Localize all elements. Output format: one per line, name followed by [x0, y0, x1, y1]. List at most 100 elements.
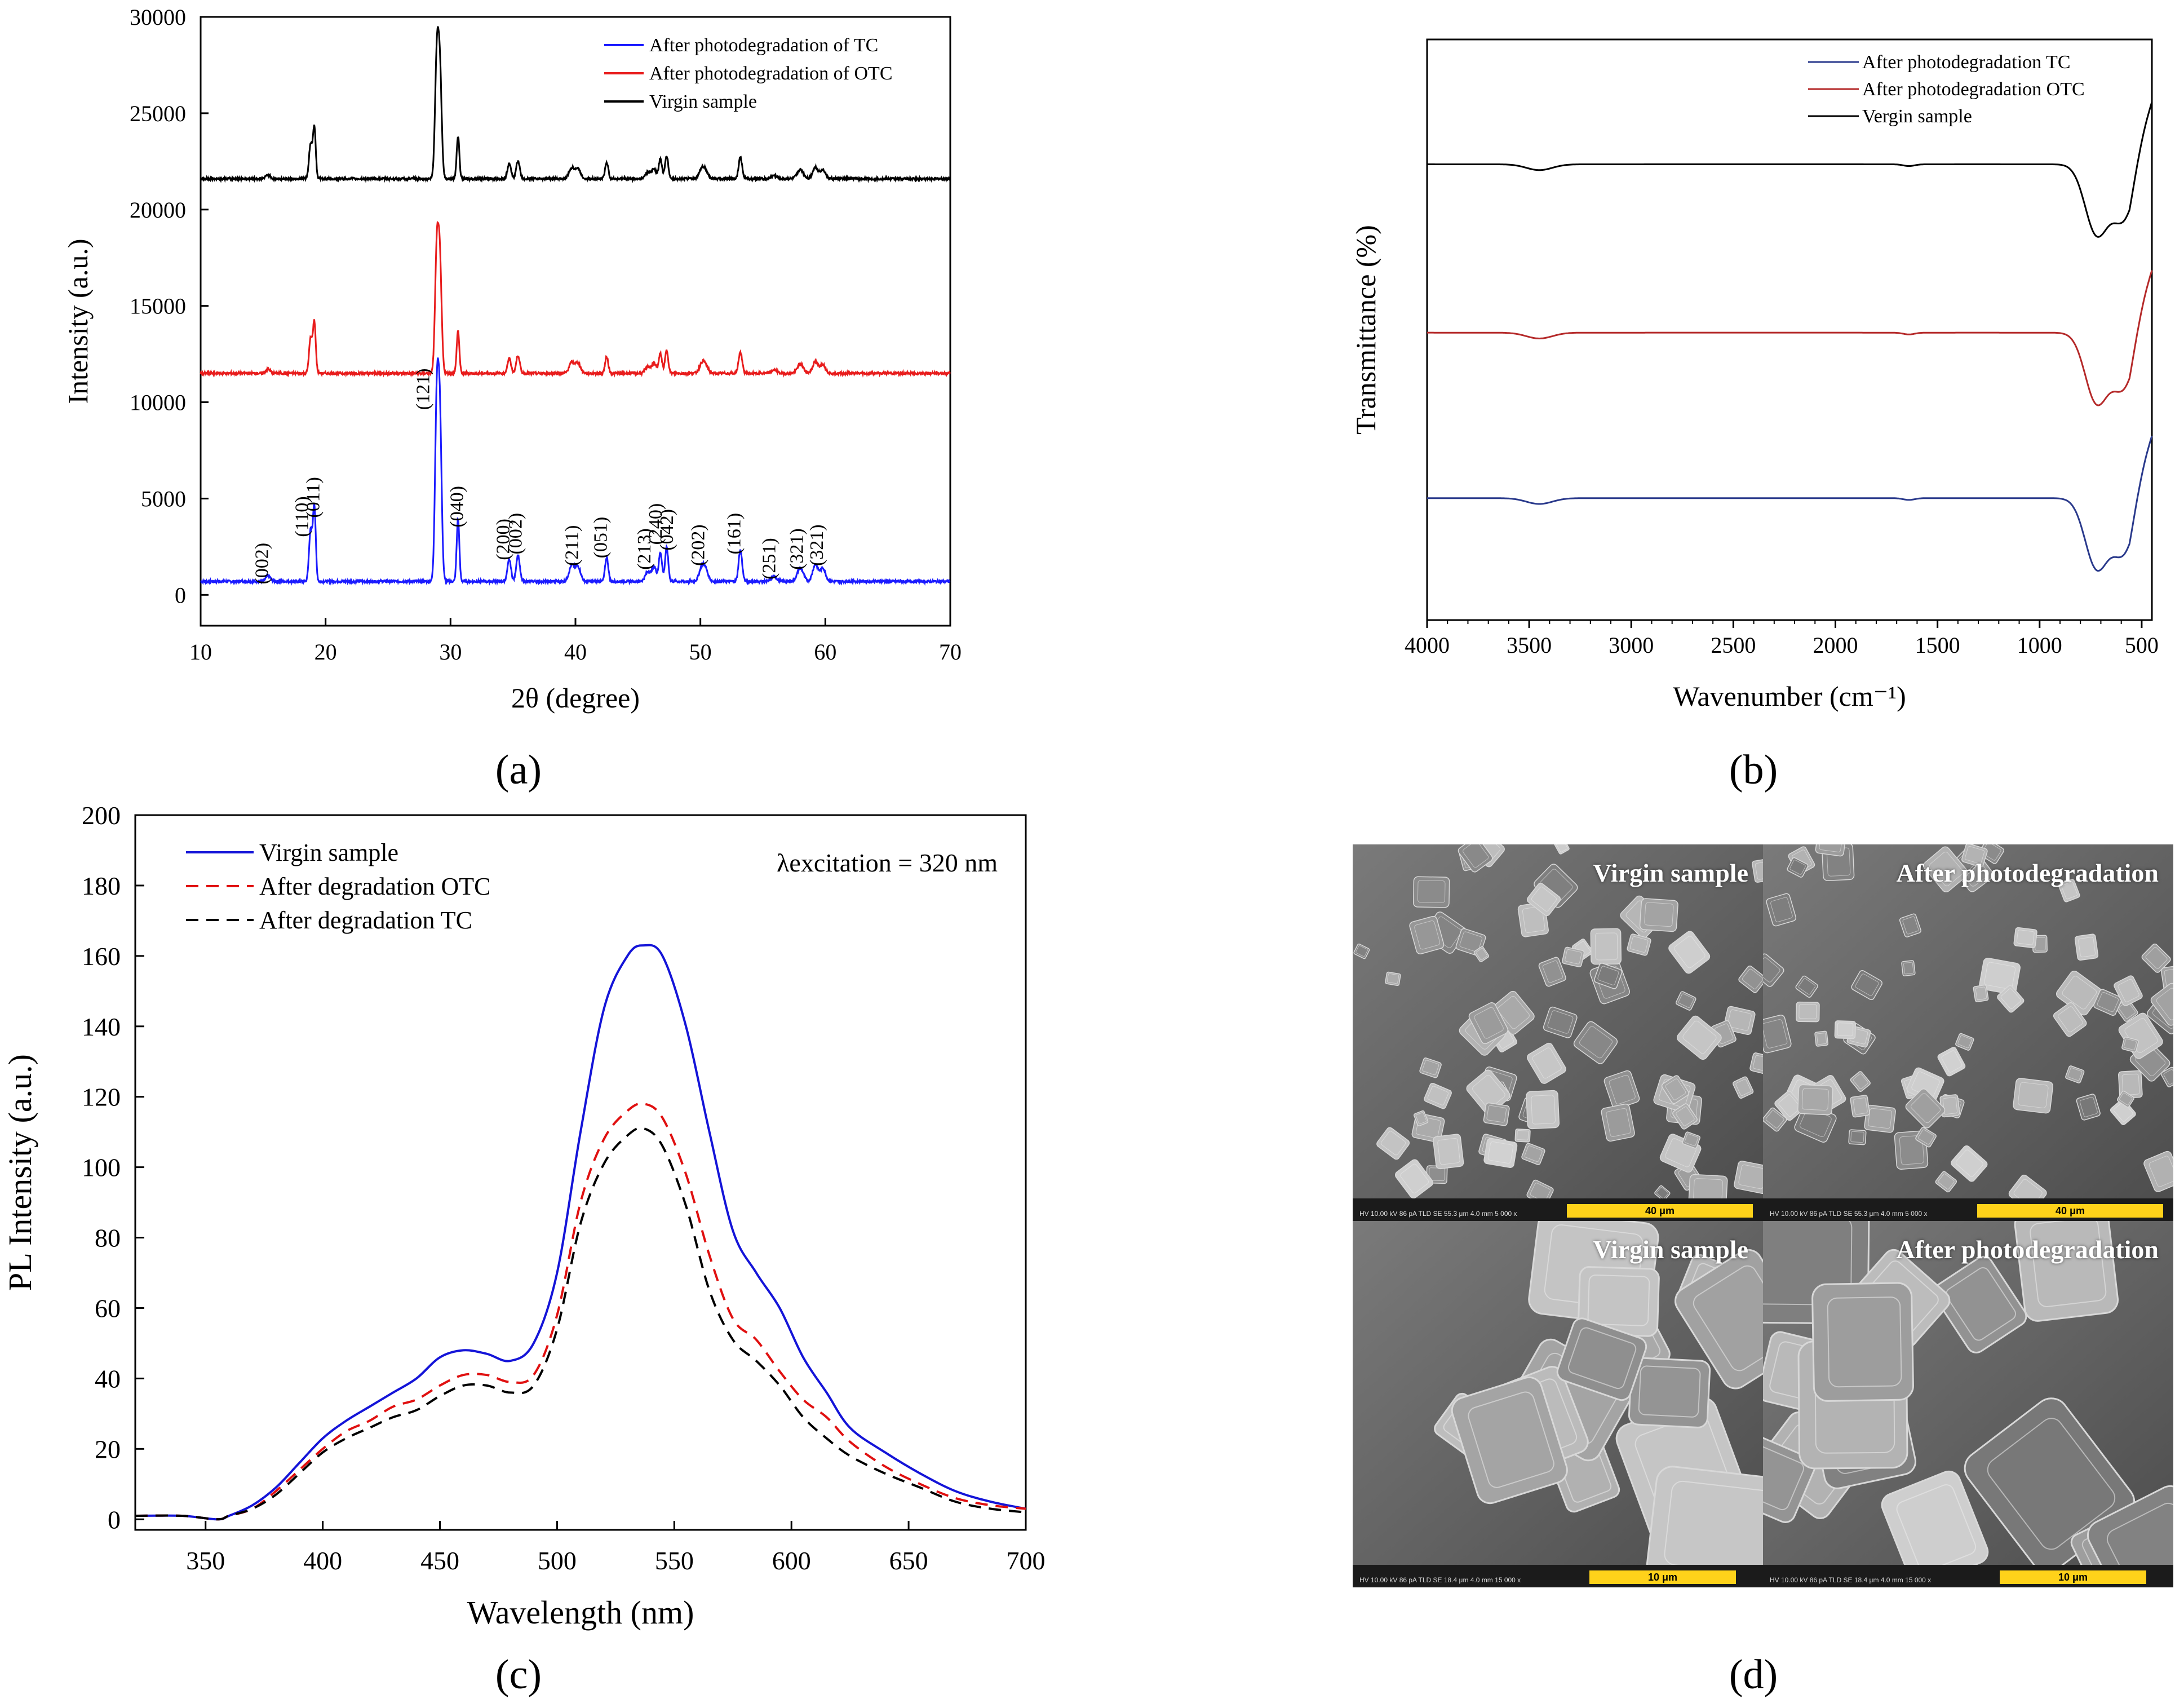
crystal — [1654, 1185, 1671, 1201]
series-line — [200, 26, 951, 184]
crystal-edge — [2058, 1006, 2083, 1033]
crystal-edge — [1472, 1074, 1505, 1109]
x-tick-label: 30 — [439, 639, 462, 665]
crystal-edge — [1682, 1020, 1717, 1054]
crystal-face — [1834, 1020, 1856, 1039]
crystal-edge — [1855, 974, 1879, 996]
crystal — [1682, 1131, 1700, 1149]
crystal-edge — [1516, 1130, 1529, 1140]
crystal-face — [1951, 1145, 1988, 1182]
legend-entry: After photodegradation TC — [1862, 52, 2071, 73]
crystal-edge — [1530, 1183, 1551, 1202]
crystal-edge — [2163, 1069, 2173, 1085]
crystal — [1774, 1091, 1804, 1121]
crystal — [1763, 953, 1784, 987]
crystal-edge — [1789, 860, 1806, 875]
peak-label: (011) — [303, 477, 324, 517]
x-tick-label: 2500 — [1711, 632, 1756, 658]
crystal-edge — [1674, 936, 1706, 968]
x-tick-label: 450 — [420, 1546, 459, 1575]
crystal-edge — [1356, 945, 1368, 957]
crystal-edge — [2000, 988, 2021, 1009]
crystal-edge — [1386, 973, 1399, 984]
crystal-edge — [1853, 1073, 1868, 1090]
series-line — [135, 944, 1026, 1521]
crystal-edge — [1850, 1131, 1864, 1143]
crystal-face — [2160, 965, 2173, 992]
crystal-edge — [1763, 957, 1780, 983]
peak-label: (040) — [447, 486, 468, 528]
crystal — [1850, 1071, 1871, 1092]
crystal — [2093, 989, 2123, 1016]
x-tick-label: 1500 — [1915, 632, 1960, 658]
peak-label: (202) — [688, 524, 708, 566]
crystal — [2115, 998, 2138, 1022]
crystal-edge — [1911, 1093, 1941, 1123]
peak-label: (251) — [759, 538, 780, 579]
crystal-edge — [2062, 976, 2097, 1010]
crystal-edge — [2145, 946, 2168, 969]
crystal-edge — [1468, 1391, 1554, 1488]
x-tick-label: 20 — [314, 639, 337, 665]
crystal-edge — [1902, 916, 1919, 935]
crystal-edge — [1644, 902, 1674, 927]
crystal-edge — [1542, 960, 1563, 983]
x-tick-label: 350 — [186, 1546, 225, 1575]
crystal — [1433, 1134, 1464, 1170]
crystal-edge — [1380, 1131, 1406, 1156]
crystal — [2160, 1067, 2173, 1087]
crystal-edge — [1597, 966, 1619, 985]
crystal-face — [1394, 1159, 1433, 1199]
crystal — [1848, 1129, 1867, 1145]
crystal — [1850, 1095, 1870, 1118]
crystal — [1394, 1159, 1433, 1199]
crystal-face — [1763, 953, 1784, 987]
crystal-face — [1935, 1171, 1957, 1193]
crystal — [1521, 1143, 1545, 1165]
crystal-edge — [1486, 1105, 1507, 1123]
crystal-edge — [1819, 844, 1843, 853]
crystal — [1483, 1138, 1518, 1168]
crystal-edge — [1941, 1050, 1963, 1073]
crystal — [1628, 1357, 1711, 1428]
peak-label: (321) — [807, 524, 827, 566]
crystal — [1749, 1052, 1763, 1076]
y-axis-label: PL Intensity (a.u.) — [2, 1054, 38, 1291]
crystal — [1590, 928, 1622, 965]
crystal-edge — [1816, 1033, 1827, 1045]
crystal — [1733, 1076, 1754, 1099]
crystal-edge — [2097, 992, 2119, 1012]
crystal-edge — [2121, 1073, 2140, 1095]
crystal-edge — [1918, 1129, 1934, 1145]
crystal-face — [2141, 943, 2171, 973]
x-tick-label: 40 — [564, 639, 587, 665]
crystal — [1881, 1470, 1989, 1587]
x-tick-label: 4000 — [1405, 632, 1450, 658]
sem-info-bar: HV 10.00 kV 86 pA TLD SE 18.4 μm 4.0 mm … — [1353, 1565, 1763, 1587]
sem-info-bar: HV 10.00 kV 86 pA TLD SE 55.3 μm 4.0 mm … — [1353, 1198, 1763, 1221]
y-axis-label: Intensity (a.u.) — [62, 239, 94, 404]
y-tick-label: 5000 — [141, 486, 186, 511]
series-line — [200, 357, 951, 586]
x-tick-label: 10 — [189, 639, 212, 665]
crystal — [1413, 1110, 1429, 1126]
x-axis-label: Wavelength (nm) — [467, 1594, 694, 1631]
crystal-edge — [1463, 844, 1489, 868]
crystal — [1901, 960, 1916, 976]
x-axis-label: 2θ (degree) — [511, 682, 640, 714]
x-tick-label: 3000 — [1609, 632, 1654, 658]
crystal — [2013, 927, 2037, 949]
crystal — [1376, 1127, 1410, 1160]
crystal — [1763, 1015, 1792, 1054]
legend-entry: Vergin sample — [1862, 106, 1972, 127]
crystal-face — [1797, 1084, 1833, 1116]
scale-bar: 10 μm — [1589, 1570, 1736, 1584]
crystal-edge — [2149, 1156, 2173, 1187]
excitation-annotation: λexcitation = 320 nm — [777, 848, 998, 877]
crystal — [1915, 1127, 1937, 1148]
crystal-face — [1850, 1071, 1871, 1092]
crystal-edge — [1531, 886, 1557, 912]
x-tick-label: 70 — [939, 639, 962, 665]
scale-bar: 40 μm — [1977, 1204, 2163, 1218]
sem-title: After photodegradation — [1896, 859, 2159, 887]
